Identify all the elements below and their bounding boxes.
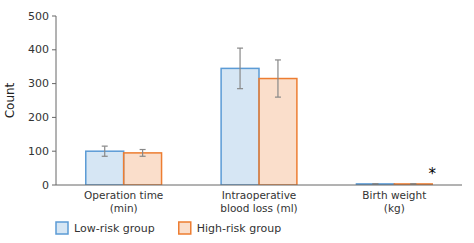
legend-swatch xyxy=(56,222,68,234)
error-bar-cap xyxy=(372,183,378,184)
bar xyxy=(86,151,124,185)
y-axis-line xyxy=(56,16,57,185)
legend-swatch xyxy=(179,222,191,234)
y-tick-label: 400 xyxy=(28,43,49,56)
error-bar-cap xyxy=(275,97,281,98)
x-tick-label-line: Intraoperative xyxy=(222,189,297,201)
error-bar-cap xyxy=(372,183,378,184)
x-axis-line xyxy=(56,185,462,186)
error-bar-cap xyxy=(410,183,416,184)
y-tick-label: 0 xyxy=(42,179,49,192)
x-tick-label: Birth weight(kg) xyxy=(362,189,426,214)
plot-area xyxy=(86,48,432,185)
error-bar xyxy=(275,60,281,97)
x-tick-label: Operation time(min) xyxy=(84,189,163,214)
error-bar-cap xyxy=(275,59,281,60)
x-tick-label-line: (kg) xyxy=(384,202,405,214)
error-bar-cap xyxy=(102,146,108,147)
error-bar xyxy=(372,183,378,184)
y-tick xyxy=(52,185,56,186)
error-bar-cap xyxy=(140,156,146,157)
error-bar-cap xyxy=(237,88,243,89)
bar xyxy=(124,153,162,185)
error-bar-stem xyxy=(239,48,240,89)
x-tick-label-line: blood loss (ml) xyxy=(220,202,297,214)
x-tick-label: Intraoperativeblood loss (ml) xyxy=(220,189,297,214)
y-tick-label: 200 xyxy=(28,111,49,124)
y-axis-label: Count xyxy=(3,82,17,118)
y-tick-label: 100 xyxy=(28,145,49,158)
y-tick-label: 500 xyxy=(28,10,49,23)
error-bar xyxy=(410,183,416,184)
y-tick xyxy=(52,151,56,152)
x-tick-label-line: Operation time xyxy=(84,189,163,201)
error-bar-cap xyxy=(237,48,243,49)
error-bar-stem xyxy=(104,146,105,156)
error-bar xyxy=(140,150,146,157)
error-bar-stem xyxy=(142,150,143,157)
error-bar xyxy=(102,146,108,156)
y-tick xyxy=(52,49,56,50)
y-tick-label: 300 xyxy=(28,77,49,90)
chart-svg: 0 100 200 300 400 500 Count Operation time(min)… xyxy=(0,0,474,243)
x-tick-label-line: Birth weight xyxy=(362,189,426,201)
chart-container: 0 100 200 300 400 500 Count Operation time(min)… xyxy=(0,0,474,243)
y-tick xyxy=(52,83,56,84)
legend-label: Low-risk group xyxy=(74,222,155,235)
error-bar-cap xyxy=(410,183,416,184)
error-bar-stem xyxy=(277,60,278,97)
error-bar xyxy=(237,48,243,89)
y-tick xyxy=(52,117,56,118)
x-tick-label-line: (min) xyxy=(110,202,138,214)
legend-label: High-risk group xyxy=(197,222,281,235)
legend: Low-risk group High-risk group xyxy=(56,222,281,235)
error-bar-cap xyxy=(140,149,146,150)
y-tick xyxy=(52,16,56,17)
y-axis: 0 100 200 300 400 500 xyxy=(28,10,56,192)
error-bar-cap xyxy=(102,156,108,157)
significance-marker: * xyxy=(428,165,436,183)
